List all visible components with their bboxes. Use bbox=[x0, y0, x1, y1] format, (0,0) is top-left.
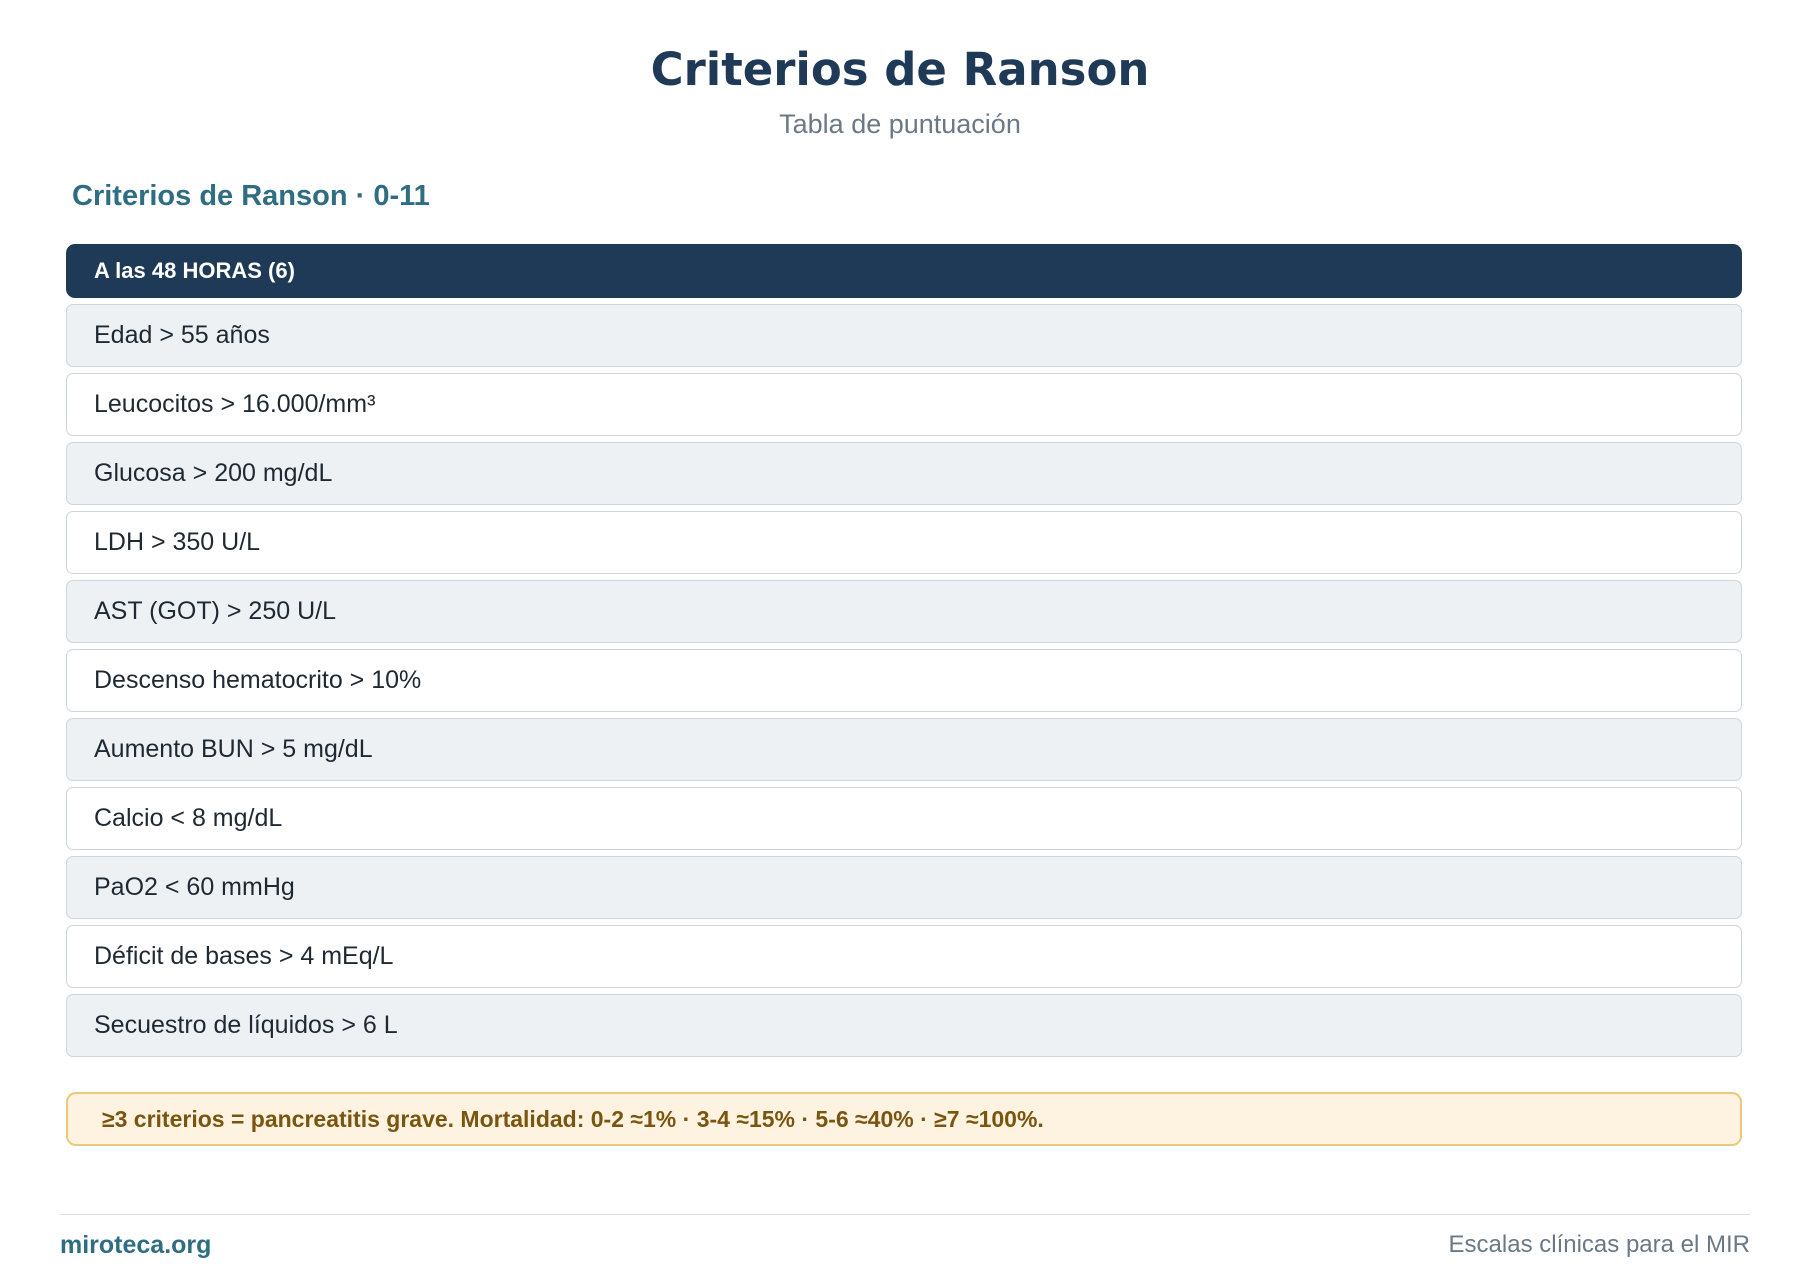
footer-tagline: Escalas clínicas para el MIR bbox=[1448, 1231, 1750, 1258]
section-heading: Criterios de Ranson · 0-11 bbox=[72, 180, 430, 212]
table-row: Descenso hematocrito > 10% bbox=[66, 649, 1742, 712]
footer-divider bbox=[60, 1214, 1750, 1215]
table-row: AST (GOT) > 250 U/L bbox=[66, 580, 1742, 643]
interpretation-note: ≥3 criterios = pancreatitis grave. Morta… bbox=[66, 1092, 1742, 1146]
table-row: Edad > 55 años bbox=[66, 304, 1742, 367]
table-row: Déficit de bases > 4 mEq/L bbox=[66, 925, 1742, 988]
table-row: PaO2 < 60 mmHg bbox=[66, 856, 1742, 919]
page-title: Criterios de Ranson bbox=[650, 43, 1150, 96]
table-row: Leucocitos > 16.000/mm³ bbox=[66, 373, 1742, 436]
criteria-table: A las 48 HORAS (6) Edad > 55 años Leucoc… bbox=[66, 244, 1742, 1063]
page-subtitle: Tabla de puntuación bbox=[779, 109, 1021, 139]
table-header: A las 48 HORAS (6) bbox=[66, 244, 1742, 298]
table-row: Aumento BUN > 5 mg/dL bbox=[66, 718, 1742, 781]
table-row: LDH > 350 U/L bbox=[66, 511, 1742, 574]
table-row: Calcio < 8 mg/dL bbox=[66, 787, 1742, 850]
footer-brand-link[interactable]: miroteca.org bbox=[60, 1231, 212, 1259]
table-row: Secuestro de líquidos > 6 L bbox=[66, 994, 1742, 1057]
table-row: Glucosa > 200 mg/dL bbox=[66, 442, 1742, 505]
